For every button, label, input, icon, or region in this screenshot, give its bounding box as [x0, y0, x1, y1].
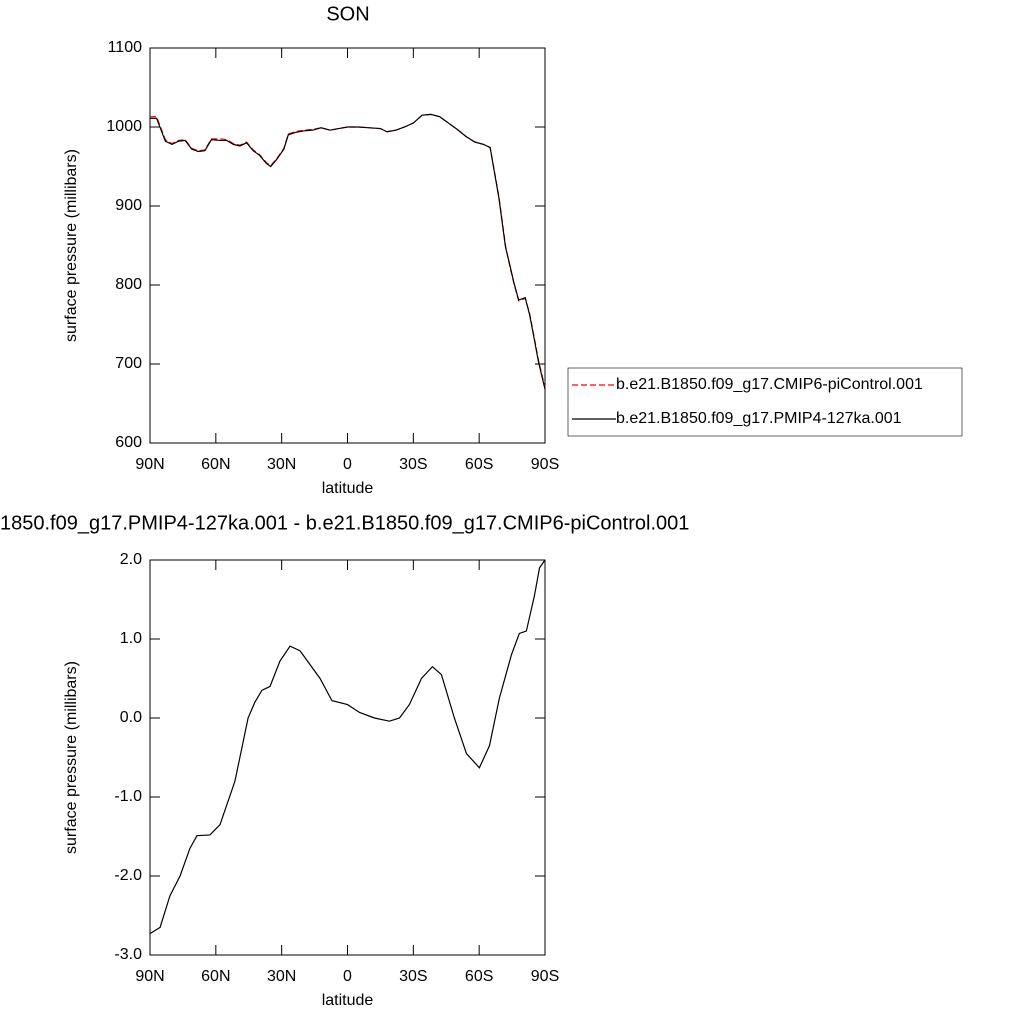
- y-tick-label: 900: [115, 197, 142, 214]
- y-tick-label: 0.0: [120, 709, 142, 726]
- x-tick-label: 90S: [531, 456, 559, 473]
- y-tick-label: -2.0: [114, 867, 142, 884]
- x-tick-label: 60N: [201, 968, 230, 985]
- line-series: [150, 113, 546, 390]
- x-tick-label: 30S: [399, 456, 427, 473]
- legend-label: b.e21.B1850.f09_g17.PMIP4-127ka.001: [616, 410, 902, 427]
- legend-box: [567, 367, 963, 437]
- legend: b.e21.B1850.f09_g17.CMIP6-piControl.001b…: [567, 367, 963, 437]
- x-tick-label: 30N: [267, 456, 296, 473]
- y-tick-label: 700: [115, 355, 142, 372]
- x-tick-label: 0: [343, 968, 352, 985]
- plot-frame: [149, 559, 546, 956]
- chart-title: SON: [326, 3, 369, 25]
- x-tick-label: 90S: [531, 968, 559, 985]
- x-axis-label: latitude: [322, 480, 374, 497]
- x-tick-label: 30N: [267, 968, 296, 985]
- y-tick-label: 1.0: [120, 630, 142, 647]
- y-tick-label: 1000: [106, 118, 142, 135]
- x-axis-label: latitude: [322, 992, 374, 1009]
- y-axis-label: surface pressure (millibars): [63, 149, 80, 342]
- line-series: [150, 113, 546, 388]
- y-tick-label: -3.0: [114, 946, 142, 963]
- y-tick-label: 1100: [108, 39, 143, 56]
- line-series: [149, 559, 546, 935]
- chart-title: 1850.f09_g17.PMIP4-127ka.001 - b.e21.B18…: [0, 512, 689, 534]
- y-tick-label: 800: [115, 276, 142, 293]
- y-tick-label: 2.0: [120, 551, 142, 568]
- x-tick-label: 90N: [135, 456, 164, 473]
- y-tick-label: 600: [115, 434, 142, 451]
- x-tick-label: 90N: [135, 968, 164, 985]
- y-axis-label: surface pressure (millibars): [63, 661, 80, 854]
- legend-label: b.e21.B1850.f09_g17.CMIP6-piControl.001: [616, 376, 923, 393]
- x-tick-label: 60S: [465, 968, 493, 985]
- y-tick-label: -1.0: [114, 788, 142, 805]
- plot-frame: [149, 47, 546, 444]
- x-tick-label: 60S: [465, 456, 493, 473]
- x-tick-label: 60N: [201, 456, 230, 473]
- x-tick-label: 30S: [399, 968, 427, 985]
- x-tick-label: 0: [343, 456, 352, 473]
